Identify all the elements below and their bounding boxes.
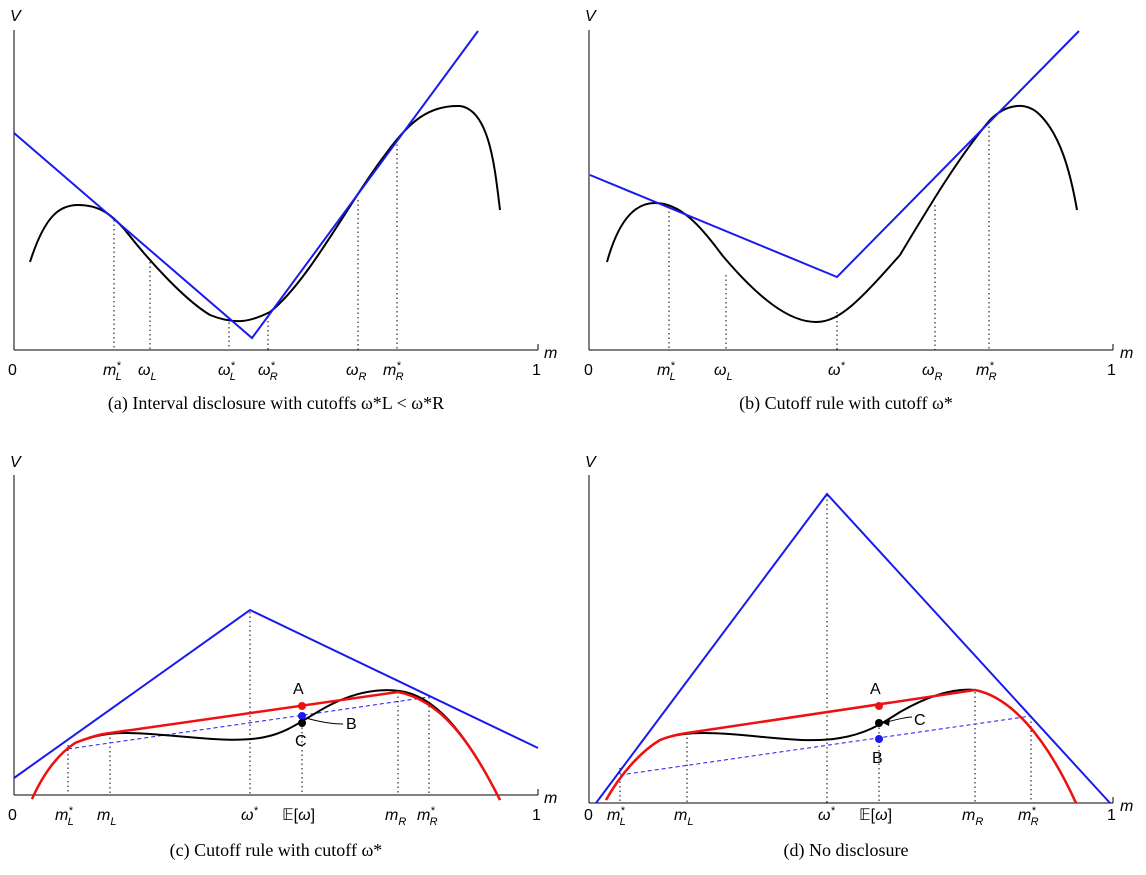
tick-label-m-star-R: m* R	[1018, 805, 1039, 828]
y-axis-label: V	[10, 454, 22, 471]
tick-label-1: 1	[532, 807, 541, 824]
tick-label-m-star-R: m* R	[976, 360, 997, 383]
dotted-guides	[668, 122, 990, 350]
black-curve	[605, 688, 1077, 804]
tick-label-m-star-R: m* R	[383, 360, 404, 383]
panel-c: V m A B C 0 m* L mL ω* 𝔼	[8, 454, 557, 861]
point-C: C	[295, 719, 307, 750]
y-axis-label: V	[10, 8, 22, 25]
tick-label-m-R: mR	[385, 807, 406, 828]
x-axis-label: m	[1120, 345, 1133, 362]
caption-b: (b) Cutoff rule with cutoff ω*	[739, 393, 953, 414]
tick-label-m-L: mL	[97, 807, 116, 828]
panel-b: V m 0 m* L ωL ω* ωR m* R 1 (b) Cutoff rule…	[584, 8, 1133, 414]
tick-label-m-R: mR	[962, 807, 983, 828]
tick-label-omega-R: ωR	[922, 362, 942, 383]
caption-a: (a) Interval disclosure with cutoffs ω*L…	[108, 393, 444, 414]
panel-d: V m A C B 0 m* L mL ω*	[584, 454, 1133, 861]
point-C: C	[875, 712, 926, 729]
blue-dashed-chord	[67, 696, 430, 750]
svg-text:B: B	[346, 716, 357, 733]
black-curve	[29, 104, 501, 323]
caption-d: (d) No disclosure	[784, 840, 909, 861]
tick-label-m-star-L: m* L	[657, 360, 676, 383]
dotted-guides	[67, 612, 430, 795]
blue-tent-line	[595, 492, 1111, 804]
dotted-guides	[619, 495, 1032, 803]
dotted-guides	[113, 140, 398, 350]
x-axis-label: m	[1120, 798, 1133, 815]
tick-label-omega-L: ωL	[714, 362, 733, 383]
tick-label-omega-star-L: ω* L	[218, 360, 236, 383]
svg-text:C: C	[914, 712, 926, 729]
tick-label-omega-L: ωL	[138, 362, 157, 383]
tick-label-expectation: 𝔼[ω]	[859, 807, 892, 824]
caption-c: (c) Cutoff rule with cutoff ω*	[170, 840, 383, 861]
tick-label-m-star-L: m* L	[55, 805, 74, 828]
tick-label-expectation: 𝔼[ω]	[282, 807, 315, 824]
tick-label-m-star-L: m* L	[103, 360, 122, 383]
blue-tent-line	[13, 608, 539, 779]
y-axis-label: V	[585, 454, 597, 471]
tick-label-m-star-R: m* R	[417, 805, 438, 828]
svg-text:C: C	[295, 733, 307, 750]
tick-label-m-star-L: m* L	[607, 805, 626, 828]
point-B: B	[872, 735, 883, 767]
tick-label-1: 1	[532, 362, 541, 379]
tick-label-0: 0	[584, 362, 593, 379]
tick-label-omega-star: ω*	[828, 360, 845, 379]
svg-text:A: A	[870, 681, 881, 698]
panel-a: V m 0 m* L ωL ω* L ω* R ωR m* R 1 (a) Interv…	[8, 8, 557, 414]
x-axis-label: m	[544, 790, 557, 807]
point-B: B	[298, 712, 357, 733]
black-curve	[606, 105, 1078, 324]
tick-label-0: 0	[8, 362, 17, 379]
tick-label-1: 1	[1107, 362, 1116, 379]
y-axis-label: V	[585, 8, 597, 25]
tick-label-omega-star: ω*	[818, 805, 835, 824]
red-concave-envelope	[604, 688, 1078, 804]
red-concave-envelope	[30, 690, 502, 801]
tick-label-0: 0	[584, 807, 593, 824]
tick-label-m-L: mL	[674, 807, 693, 828]
tick-label-1: 1	[1107, 807, 1116, 824]
x-axis-label: m	[544, 345, 557, 362]
blue-dashed-chord	[619, 715, 1032, 776]
tick-label-omega-star-R: ω* R	[258, 360, 278, 383]
point-A: A	[870, 681, 883, 710]
svg-text:B: B	[872, 750, 883, 767]
svg-text:A: A	[293, 681, 304, 698]
blue-kinked-line	[589, 30, 1080, 279]
tick-label-omega-star: ω*	[241, 805, 258, 824]
tick-label-omega-R: ωR	[346, 362, 366, 383]
point-A: A	[293, 681, 306, 710]
tick-label-0: 0	[8, 807, 17, 824]
blue-kinked-line	[13, 30, 479, 340]
